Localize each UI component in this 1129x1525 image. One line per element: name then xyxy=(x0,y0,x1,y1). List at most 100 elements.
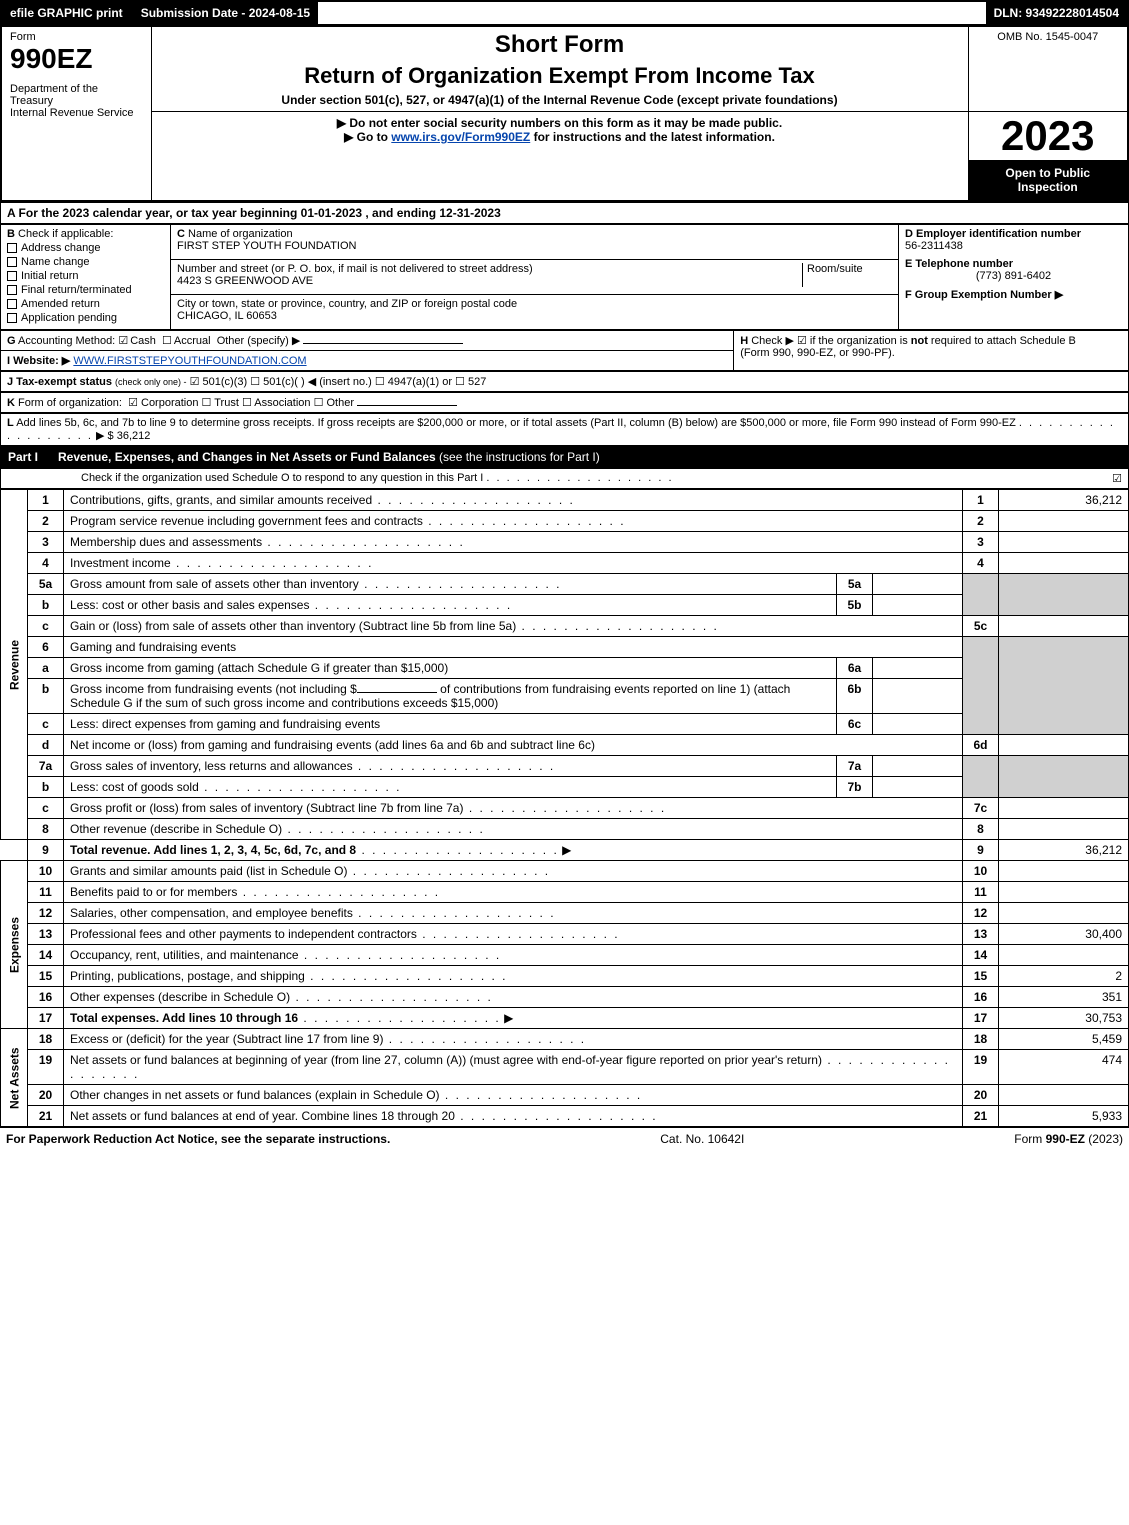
lines-table: Revenue 1 Contributions, gifts, grants, … xyxy=(0,489,1129,1127)
check-initial-return[interactable]: Initial return xyxy=(7,270,164,282)
line5c-rn: 5c xyxy=(963,616,999,637)
line1-rn: 1 xyxy=(963,490,999,511)
street-value: 4423 S GREENWOOD AVE xyxy=(177,275,313,287)
line12-rn: 12 xyxy=(963,903,999,924)
line3-num: 3 xyxy=(28,532,64,553)
line20-val xyxy=(999,1085,1129,1106)
cash-checkbox[interactable] xyxy=(118,335,130,347)
line5b-num: b xyxy=(28,595,64,616)
line6c-desc: Less: direct expenses from gaming and fu… xyxy=(70,717,380,731)
section-g-text: Accounting Method: xyxy=(18,335,115,347)
line6d-num: d xyxy=(28,735,64,756)
line18-rn: 18 xyxy=(963,1029,999,1050)
check-name-change[interactable]: Name change xyxy=(7,256,164,268)
line5c-desc: Gain or (loss) from sale of assets other… xyxy=(70,619,516,633)
k-table: K Form of organization: ☑ Corporation ☐ … xyxy=(0,392,1129,413)
footer: For Paperwork Reduction Act Notice, see … xyxy=(0,1127,1129,1150)
line5c-num: c xyxy=(28,616,64,637)
part1-check-line: Check if the organization used Schedule … xyxy=(81,472,483,484)
d5c xyxy=(516,619,719,633)
line15-desc: Printing, publications, postage, and shi… xyxy=(70,969,305,983)
check-final-return[interactable]: Final return/terminated xyxy=(7,284,164,296)
subtitle: Under section 501(c), 527, or 4947(a)(1)… xyxy=(160,93,960,107)
line6a-desc: Gross income from gaming (attach Schedul… xyxy=(70,661,448,675)
line6b-blank[interactable] xyxy=(357,692,437,693)
name-of-org-label: Name of organization xyxy=(188,228,293,240)
line6b-num: b xyxy=(28,679,64,714)
part1-dots xyxy=(486,472,673,484)
line12-desc: Salaries, other compensation, and employ… xyxy=(70,906,353,920)
return-title: Return of Organization Exempt From Incom… xyxy=(160,63,960,89)
efile-print-button[interactable]: efile GRAPHIC print xyxy=(2,2,133,24)
l-amount-label: ▶ $ xyxy=(96,430,114,442)
section-b-text: Check if applicable: xyxy=(18,228,113,240)
line9-num: 9 xyxy=(28,840,64,861)
line1-desc: Contributions, gifts, grants, and simila… xyxy=(70,493,372,507)
line13-desc: Professional fees and other payments to … xyxy=(70,927,417,941)
line11-num: 11 xyxy=(28,882,64,903)
line5a-sn: 5a xyxy=(837,574,873,595)
website-link[interactable]: WWW.FIRSTSTEPYOUTHFOUNDATION.COM xyxy=(73,355,306,367)
line18-num: 18 xyxy=(28,1029,64,1050)
line3-desc: Membership dues and assessments xyxy=(70,535,262,549)
d7b xyxy=(199,780,402,794)
line13-val: 30,400 xyxy=(999,924,1129,945)
line21-num: 21 xyxy=(28,1106,64,1127)
line7c-desc: Gross profit or (loss) from sales of inv… xyxy=(70,801,463,815)
part1-title: Revenue, Expenses, and Changes in Net As… xyxy=(58,450,436,464)
d16 xyxy=(290,990,493,1004)
line7c-num: c xyxy=(28,798,64,819)
line15-val: 2 xyxy=(999,966,1129,987)
line6a-num: a xyxy=(28,658,64,679)
d12 xyxy=(353,906,556,920)
section-k-opts: ☑ Corporation ☐ Trust ☐ Association ☐ Ot… xyxy=(128,397,354,409)
check-address-change[interactable]: Address change xyxy=(7,242,164,254)
irs-label: Internal Revenue Service xyxy=(10,107,143,119)
d10 xyxy=(347,864,550,878)
gh-table: G Accounting Method: Cash Accrual Other … xyxy=(0,330,1129,371)
goto-pre: ▶ Go to xyxy=(344,130,391,144)
line17-num: 17 xyxy=(28,1008,64,1029)
irs-link[interactable]: www.irs.gov/Form990EZ xyxy=(391,130,530,144)
submission-date: Submission Date - 2024-08-15 xyxy=(133,2,318,24)
cash-label: Cash xyxy=(130,335,156,347)
d7c xyxy=(463,801,666,815)
netassets-vertical-label: Net Assets xyxy=(1,1029,28,1127)
line18-val: 5,459 xyxy=(999,1029,1129,1050)
check-application-pending[interactable]: Application pending xyxy=(7,312,164,324)
check-amended-return[interactable]: Amended return xyxy=(7,298,164,310)
opt-amended: Amended return xyxy=(21,298,100,310)
line1-num: 1 xyxy=(28,490,64,511)
l-amount: 36,212 xyxy=(117,430,151,442)
section-a: A For the 2023 calendar year, or tax yea… xyxy=(0,202,1129,224)
dept-label: Department of the Treasury xyxy=(10,83,143,107)
shade-6v xyxy=(999,637,1129,735)
line7a-sn: 7a xyxy=(837,756,873,777)
section-k-text: Form of organization: xyxy=(18,397,122,409)
line19-desc: Net assets or fund balances at beginning… xyxy=(70,1053,822,1067)
line20-num: 20 xyxy=(28,1085,64,1106)
d14 xyxy=(299,948,502,962)
line13-num: 13 xyxy=(28,924,64,945)
other-specify-input[interactable] xyxy=(303,343,463,344)
line5a-sv xyxy=(873,574,963,595)
ein-value: 56-2311438 xyxy=(905,240,1122,252)
room-label: Room/suite xyxy=(807,263,863,275)
line8-num: 8 xyxy=(28,819,64,840)
line7c-val xyxy=(999,798,1129,819)
accrual-label: Accrual xyxy=(174,335,211,347)
shade-5 xyxy=(963,574,999,616)
part1-num: Part I xyxy=(8,450,38,464)
j-table: J Tax-exempt status (check only one) - ☑… xyxy=(0,371,1129,392)
line7b-num: b xyxy=(28,777,64,798)
l-table: L Add lines 5b, 6c, and 7b to line 9 to … xyxy=(0,413,1129,446)
section-h-label: H xyxy=(740,335,748,347)
line2-desc: Program service revenue including govern… xyxy=(70,514,423,528)
form-label: Form xyxy=(10,31,143,43)
dln-label: DLN: 93492228014504 xyxy=(986,2,1127,24)
line6d-val xyxy=(999,735,1129,756)
line11-rn: 11 xyxy=(963,882,999,903)
k-other-input[interactable] xyxy=(357,405,457,406)
not-bold: not xyxy=(911,335,928,347)
accrual-checkbox[interactable] xyxy=(162,335,174,347)
